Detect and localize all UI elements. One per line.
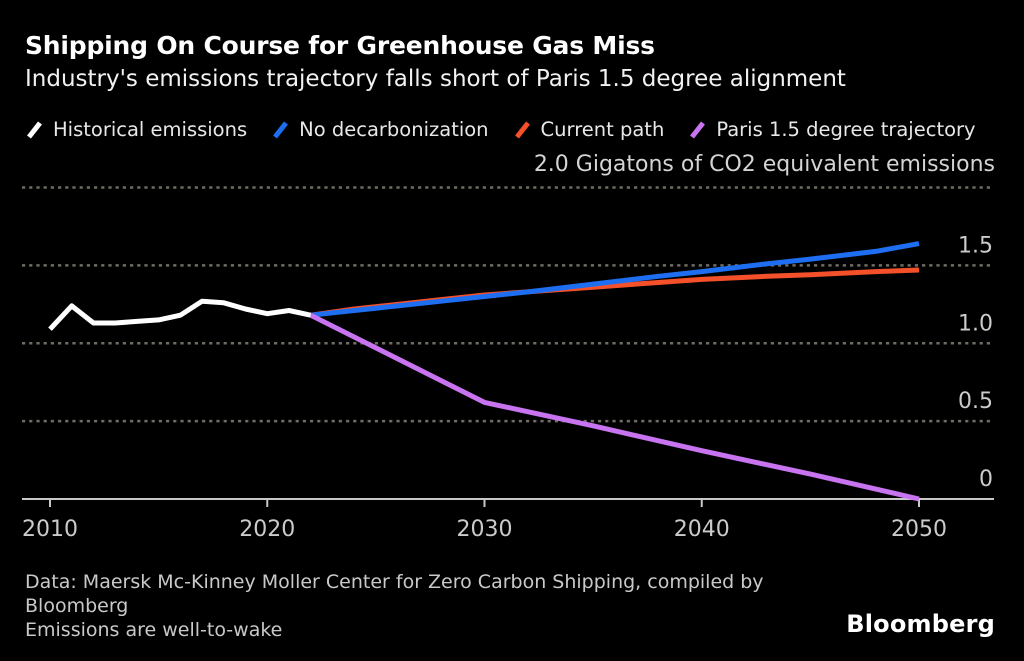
legend-swatch-slash-icon xyxy=(514,120,530,139)
x-tick-label: 2040 xyxy=(674,517,730,542)
series-line-paris-1-5-degree-trajectory xyxy=(309,312,920,502)
x-tick-label: 2020 xyxy=(239,517,295,542)
chart-legend: Historical emissions No decarbonization Cu… xyxy=(25,118,976,141)
legend-swatch-slash-icon xyxy=(273,120,289,139)
series-line-historical-emissions xyxy=(48,298,312,331)
y-tick-label: 0 xyxy=(979,467,993,492)
source-line-1: Data: Maersk Mc-Kinney Moller Center for… xyxy=(25,571,764,593)
y-tick-label: 0.5 xyxy=(958,389,993,414)
series-line-no-decarbonization xyxy=(310,241,920,318)
y-tick-label: 1.5 xyxy=(958,233,993,258)
x-tick-label: 2030 xyxy=(457,517,513,542)
legend-swatch-slash-icon xyxy=(690,120,706,139)
legend-swatch-slash-icon xyxy=(27,120,42,139)
x-tick-label: 2050 xyxy=(891,517,947,542)
chart-subtitle: Industry's emissions trajectory falls sh… xyxy=(25,66,846,92)
legend-label: Paris 1.5 degree trajectory xyxy=(716,118,976,141)
x-tick-label: 2010 xyxy=(22,517,78,542)
legend-item-no-decarbonization: No decarbonization xyxy=(271,118,489,141)
chart-footer: Data: Maersk Mc-Kinney Moller Center for… xyxy=(25,570,764,642)
y-axis-unit-label: 2.0 Gigatons of CO2 equivalent emissions xyxy=(533,152,995,177)
chart-title: Shipping On Course for Greenhouse Gas Mi… xyxy=(25,31,655,60)
legend-item-current-path: Current path xyxy=(513,118,665,141)
legend-label: Historical emissions xyxy=(53,118,248,141)
series-line-current-path xyxy=(310,267,920,318)
legend-item-historical-emissions: Historical emissions xyxy=(25,118,247,141)
legend-label: Current path xyxy=(540,118,665,141)
legend-label: No decarbonization xyxy=(299,118,489,141)
bloomberg-logo: Bloomberg xyxy=(846,610,995,638)
footnote: Emissions are well-to-wake xyxy=(25,619,283,641)
legend-item-paris-1-5-degree-trajectory: Paris 1.5 degree trajectory xyxy=(688,118,976,141)
y-tick-label: 1.0 xyxy=(958,311,993,336)
source-line-2: Bloomberg xyxy=(25,595,129,617)
